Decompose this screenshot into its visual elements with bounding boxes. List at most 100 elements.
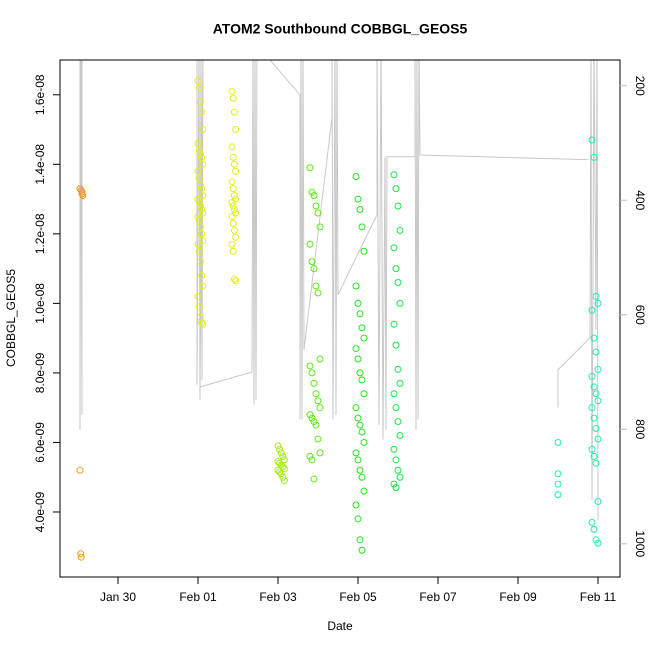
data-point bbox=[230, 160, 238, 168]
data-point bbox=[195, 199, 203, 207]
data-point bbox=[198, 318, 206, 326]
data-point bbox=[592, 292, 600, 300]
data-point bbox=[594, 498, 602, 506]
data-point bbox=[228, 199, 236, 207]
x-tick-label: Feb 07 bbox=[419, 590, 457, 604]
data-point bbox=[310, 192, 318, 200]
data-point bbox=[316, 355, 324, 363]
data-point bbox=[396, 379, 404, 387]
data-point bbox=[394, 466, 402, 474]
data-point bbox=[196, 202, 204, 210]
data-point bbox=[198, 206, 206, 214]
data-point bbox=[590, 452, 598, 460]
data-point bbox=[232, 126, 240, 134]
data-point bbox=[314, 397, 322, 405]
data-point bbox=[228, 178, 236, 186]
x-tick-label: Feb 09 bbox=[499, 590, 537, 604]
data-point bbox=[358, 428, 366, 436]
data-point bbox=[316, 223, 324, 231]
data-point bbox=[390, 390, 398, 398]
data-point bbox=[354, 515, 362, 523]
data-point bbox=[360, 390, 368, 398]
data-point bbox=[229, 94, 237, 102]
data-point bbox=[352, 449, 360, 457]
data-point bbox=[76, 466, 84, 474]
data-point bbox=[354, 355, 362, 363]
data-point bbox=[314, 209, 322, 217]
y-tick-label: 6.0e-09 bbox=[33, 422, 47, 463]
data-point bbox=[354, 456, 362, 464]
data-point bbox=[358, 376, 366, 384]
data-point bbox=[592, 459, 600, 467]
data-point bbox=[196, 98, 204, 106]
data-point bbox=[280, 477, 288, 485]
data-point bbox=[594, 435, 602, 443]
data-point bbox=[196, 223, 204, 231]
data-point bbox=[308, 369, 316, 377]
data-point bbox=[312, 282, 320, 290]
data-point bbox=[277, 449, 285, 457]
data-point bbox=[228, 143, 236, 151]
y2-tick-label: 1000 bbox=[633, 530, 647, 557]
data-point bbox=[592, 536, 600, 544]
data-point bbox=[194, 240, 202, 248]
data-point bbox=[229, 219, 237, 227]
data-point bbox=[316, 404, 324, 412]
data-point bbox=[390, 244, 398, 252]
data-point bbox=[194, 167, 202, 175]
data-point bbox=[390, 480, 398, 488]
data-point bbox=[396, 431, 404, 439]
data-point bbox=[279, 473, 287, 481]
data-point bbox=[228, 240, 236, 248]
data-point bbox=[310, 418, 318, 426]
y-tick-label: 8.0e-09 bbox=[33, 352, 47, 393]
plot-frame bbox=[59, 59, 621, 578]
data-point bbox=[358, 223, 366, 231]
data-point bbox=[308, 258, 316, 266]
data-point bbox=[78, 190, 86, 198]
data-point bbox=[199, 237, 207, 245]
data-point bbox=[352, 282, 360, 290]
y-tick-label: 1.2e-08 bbox=[33, 213, 47, 254]
data-point bbox=[77, 550, 85, 558]
data-point bbox=[590, 383, 598, 391]
data-point bbox=[392, 185, 400, 193]
data-point bbox=[358, 324, 366, 332]
data-point bbox=[554, 438, 562, 446]
data-point bbox=[594, 365, 602, 373]
data-point bbox=[228, 212, 236, 220]
data-point bbox=[592, 348, 600, 356]
data-point bbox=[352, 345, 360, 353]
x-tick-label: Feb 01 bbox=[179, 590, 217, 604]
data-point bbox=[352, 404, 360, 412]
data-point bbox=[308, 188, 316, 196]
data-point bbox=[390, 445, 398, 453]
x-tick-label: Feb 11 bbox=[580, 590, 617, 604]
x-tick-label: Jan 30 bbox=[100, 590, 136, 604]
data-point bbox=[588, 136, 596, 144]
data-point bbox=[392, 265, 400, 273]
data-point bbox=[199, 282, 207, 290]
data-point bbox=[232, 277, 240, 285]
x-tick-label: Feb 03 bbox=[259, 590, 297, 604]
data-point bbox=[554, 480, 562, 488]
data-point bbox=[316, 449, 324, 457]
data-point bbox=[199, 126, 207, 134]
data-point bbox=[352, 172, 360, 180]
data-point bbox=[360, 247, 368, 255]
data-point bbox=[590, 334, 598, 342]
data-point bbox=[232, 209, 240, 217]
data-point bbox=[279, 463, 287, 471]
data-point bbox=[590, 525, 598, 533]
data-point bbox=[198, 185, 206, 193]
data-point bbox=[590, 414, 598, 422]
data-point bbox=[594, 299, 602, 307]
data-point bbox=[276, 468, 284, 476]
data-point bbox=[396, 473, 404, 481]
data-point bbox=[314, 289, 322, 297]
data-point bbox=[196, 313, 204, 321]
data-point bbox=[230, 206, 238, 214]
data-point bbox=[394, 202, 402, 210]
data-point bbox=[230, 275, 238, 283]
